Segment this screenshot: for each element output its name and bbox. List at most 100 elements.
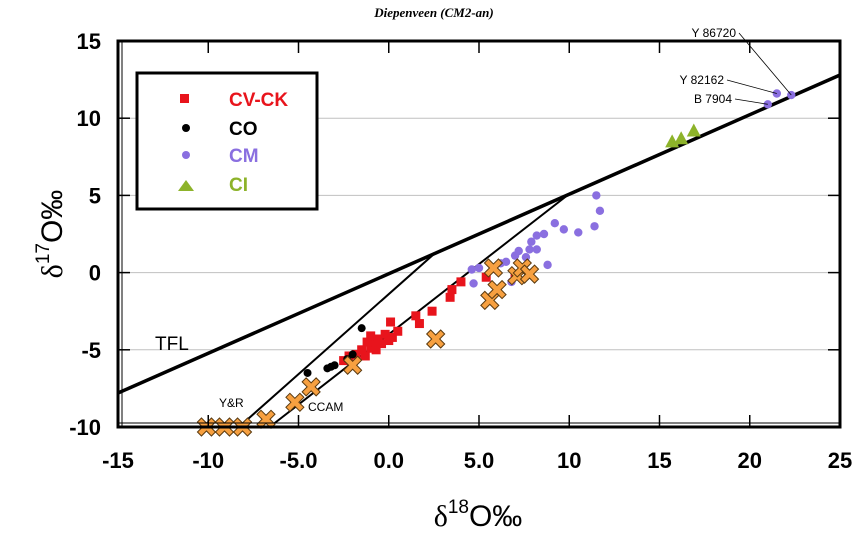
point-cm [550, 218, 560, 228]
point-cm [514, 246, 523, 256]
point-co [330, 361, 339, 370]
point-cm [467, 265, 476, 274]
point-cv-ck [362, 337, 372, 347]
point-cv-ck [414, 319, 424, 329]
y-tick-label: 10 [77, 106, 101, 131]
point-cm [543, 260, 552, 270]
point-co [348, 350, 357, 359]
point-cm [574, 228, 583, 237]
chart-title: Diepenveen (CM2-an) [373, 5, 494, 20]
point-cv-ck [357, 345, 367, 355]
point-samples [483, 258, 504, 278]
y-axis-label-delta: δ [36, 264, 69, 278]
point-cm [559, 225, 569, 234]
legend-marker-ci [178, 180, 194, 191]
point-samples [519, 264, 540, 284]
line-tfl [117, 73, 841, 395]
annotation-leader [726, 79, 777, 94]
y-axis-label-sup: 17 [33, 243, 54, 264]
point-cv-ck [393, 326, 403, 336]
point-cv-ck [373, 334, 383, 344]
point-samples [342, 355, 363, 375]
point-cm [592, 191, 601, 200]
point-cm [525, 245, 534, 254]
x-axis-label-rest: O‰ [469, 500, 522, 533]
point-cm [532, 245, 541, 254]
legend-marker-cv-ck [180, 94, 189, 103]
point-cv-ck [377, 339, 387, 349]
annotation-label: B 7904 [694, 92, 732, 106]
x-tick-labels: -15 -10 -5.0 0.0 5.0 10 15 20 25 [102, 448, 852, 473]
point-cv-ck [427, 306, 437, 316]
annotation-leader [738, 32, 792, 96]
y-tick-labels: -10 -5 0 5 10 15 [69, 29, 101, 440]
label-tfl: TFL [155, 334, 189, 355]
point-cm [474, 263, 484, 273]
reference-lines [117, 73, 841, 428]
point-cv-ck [360, 351, 370, 361]
point-co [357, 324, 366, 333]
point-samples [285, 392, 305, 413]
legend-box [135, 71, 319, 211]
x-axis-label-sup: 18 [448, 497, 469, 518]
point-cv-ck [456, 277, 466, 287]
point-samples [425, 329, 446, 349]
y-tick-label: 15 [77, 29, 101, 54]
point-cm [539, 229, 549, 239]
point-samples [256, 409, 276, 429]
legend-label-co: CO [229, 119, 258, 140]
point-cm [595, 206, 605, 216]
point-cm [527, 237, 536, 246]
annotation-label: Y 86720 [692, 26, 737, 40]
point-samples [487, 279, 507, 300]
point-ci [674, 131, 689, 145]
x-tick-label: 10 [557, 448, 581, 473]
x-tick-label: -5.0 [280, 448, 318, 473]
point-cv-ck [481, 272, 491, 282]
x-tick-label: 20 [738, 448, 762, 473]
label-ccam: CCAM [308, 400, 343, 414]
x-axis-label: δ18O‰ [434, 497, 523, 533]
y-tick-label: 0 [89, 261, 101, 286]
y-axis-label: δ17O‰ [33, 190, 69, 279]
point-cm [469, 279, 478, 288]
point-cv-ck [371, 345, 381, 355]
legend-label-cm: CM [229, 146, 259, 167]
point-ci [686, 123, 701, 137]
y-tick-label: -5 [81, 338, 101, 363]
x-axis-label-delta: δ [434, 500, 448, 533]
line-ccam [269, 193, 570, 428]
point-cv-ck [366, 343, 376, 353]
x-tick-label: 5.0 [464, 448, 495, 473]
x-tick-label: 25 [828, 448, 852, 473]
point-cm [590, 222, 599, 231]
y-tick-label: 5 [89, 183, 101, 208]
point-cm [501, 257, 511, 266]
point-samples [301, 377, 321, 397]
point-cv-ck [369, 339, 379, 349]
annotation-leader [734, 98, 768, 105]
x-tick-label: -15 [102, 448, 134, 473]
point-cv-ck [386, 317, 396, 327]
label-yr: Y&R [219, 396, 244, 410]
line-y-r [238, 253, 435, 428]
x-tick-label: -10 [192, 448, 224, 473]
y-tick-label: -10 [69, 415, 101, 440]
point-cv-ck [447, 285, 457, 295]
axis-ticks [117, 40, 841, 428]
point-cv-ck [366, 331, 376, 341]
legend-marker-cm [182, 151, 190, 159]
point-cv-ck [387, 332, 397, 342]
legend-label-cv-ck: CV-CK [229, 90, 288, 111]
x-tick-label: 15 [647, 448, 671, 473]
legend-marker-co [182, 124, 190, 132]
point-co [303, 368, 312, 377]
legend-label-ci: CI [229, 175, 248, 196]
point-cv-ck [445, 292, 455, 302]
point-cv-ck [411, 311, 421, 321]
annotations: TFL Y&R CCAM Y 86720 Y 82162 B 7904 [155, 26, 792, 414]
x-tick-label: 0.0 [373, 448, 404, 473]
y-axis-label-rest: O‰ [36, 190, 69, 243]
annotation-label: Y 82162 [680, 73, 725, 87]
